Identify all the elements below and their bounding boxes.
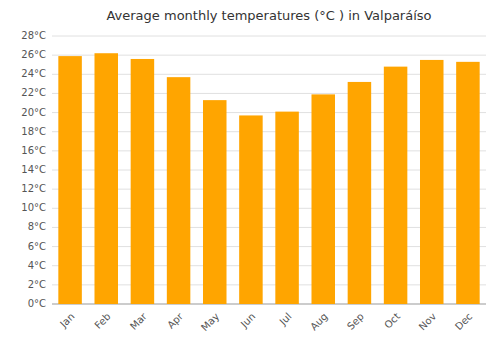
bar [384, 67, 408, 304]
background [0, 0, 500, 350]
bar [131, 59, 155, 304]
bar [167, 77, 191, 304]
title: Average monthly temperatures (°C ) in Va… [106, 8, 431, 23]
bar [311, 94, 335, 304]
y-tick-label: 8°C [28, 221, 46, 232]
x-tick-label: Sep [345, 311, 366, 332]
y-tick-label: 24°C [21, 68, 46, 79]
bars [58, 53, 479, 304]
x-tick-label: Apr [165, 310, 186, 331]
y-tick-label: 18°C [21, 126, 46, 137]
chart: 0°C 2°C 4°C 6°C 8°C 10°C 12°C 14°C 16°C 18°C 20°C 2… [0, 0, 500, 350]
y-tick-label: 22°C [21, 87, 46, 98]
x-tick-label: Aug [308, 311, 330, 333]
x-tick-label: Oct [382, 311, 402, 331]
y-tick-label: 10°C [21, 202, 46, 213]
x-tick-label: Jun [238, 311, 258, 331]
bar [420, 60, 444, 304]
y-axis: 0°C 2°C 4°C 6°C 8°C 10°C 12°C 14°C 16°C 18°C 20°C 2… [21, 30, 486, 309]
bar [239, 115, 263, 304]
bar [58, 56, 82, 304]
bar [203, 100, 227, 304]
bar [348, 82, 372, 304]
x-tick-label: Nov [417, 311, 439, 333]
y-tick-label: 26°C [21, 49, 46, 60]
bar [456, 62, 480, 304]
x-tick-label: Feb [92, 311, 112, 331]
y-tick-label: 20°C [21, 107, 46, 118]
y-tick-label: 0°C [28, 298, 46, 309]
y-tick-label: 14°C [21, 164, 46, 175]
y-tick-label: 28°C [21, 30, 46, 41]
x-axis: Jan Feb Mar Apr May Jun Jul Aug Sep Oct Nov Dec [57, 310, 474, 333]
x-tick-label: Mar [128, 310, 150, 332]
x-tick-label: Jul [277, 311, 294, 328]
y-tick-label: 2°C [28, 279, 46, 290]
y-tick-label: 6°C [28, 241, 46, 252]
y-tick-label: 4°C [28, 260, 46, 271]
y-tick-label: 16°C [21, 145, 46, 156]
x-tick-label: Dec [453, 311, 474, 332]
bar [275, 112, 299, 304]
y-tick-label: 12°C [21, 183, 46, 194]
x-tick-label: May [199, 311, 221, 333]
x-tick-label: Jan [57, 311, 76, 330]
grid-line [52, 36, 486, 37]
bar [94, 53, 118, 304]
